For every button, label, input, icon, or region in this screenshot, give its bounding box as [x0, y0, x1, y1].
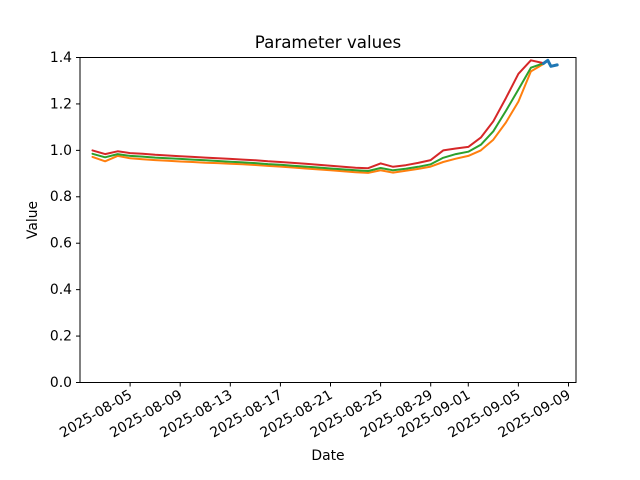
line-red	[91, 59, 545, 170]
x-axis-label: Date	[311, 448, 344, 464]
y-tick-label: 0.8	[50, 189, 72, 205]
y-tick-label: 0.4	[50, 282, 72, 298]
y-axis-label: Value	[25, 201, 41, 239]
y-tick-label: 1.4	[50, 50, 72, 66]
line-green	[91, 62, 545, 172]
line-orange	[91, 63, 545, 174]
axes-spines	[79, 57, 577, 383]
line-blue	[541, 58, 559, 68]
y-tick-label: 0.6	[50, 236, 72, 252]
y-tick-label: 0.2	[50, 329, 72, 345]
y-tick-label: 0.0	[50, 375, 72, 391]
plot-area: 0.00.20.40.60.81.01.21.42025-08-052025-0…	[50, 50, 577, 441]
y-tick-label: 1.0	[50, 143, 72, 159]
chart-title: Parameter values	[255, 32, 401, 52]
y-tick-label: 1.2	[50, 96, 72, 112]
